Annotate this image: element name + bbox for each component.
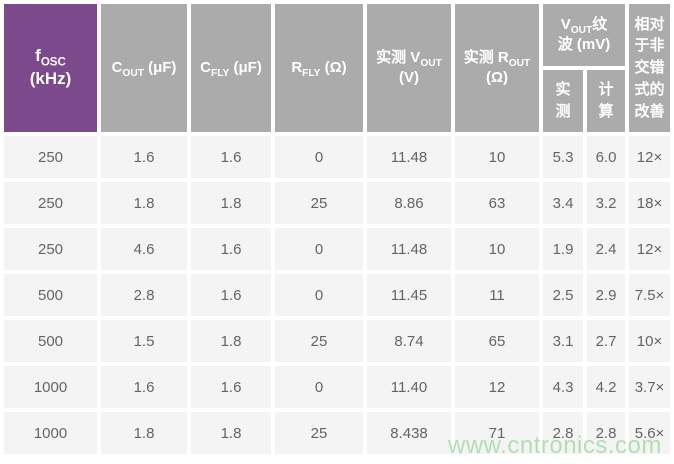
cell-rout: 63	[455, 182, 539, 224]
header-row-1: fOSC (kHz) COUT (μF) CFLY (μF) RFLY (Ω) …	[4, 4, 671, 132]
cell-ripple-measured: 1.9	[543, 228, 583, 270]
cell-ripple-measured: 3.4	[543, 182, 583, 224]
cell-cfly: 1.8	[191, 412, 271, 454]
cell-fosc: 1000	[4, 366, 97, 408]
cell-cout: 1.8	[101, 412, 187, 454]
cell-rout: 10	[455, 136, 539, 178]
cell-fosc: 500	[4, 320, 97, 362]
cell-cfly: 1.6	[191, 274, 271, 316]
fosc-label: fOSC	[35, 46, 66, 69]
header-cell-rout-measured: 实测 ROUT (Ω)	[455, 4, 539, 132]
table-row: 250 4.6 1.6 0 11.48 10 1.9 2.4 12×	[4, 228, 671, 270]
header-cell-improvement: 相对于非交错式的改善	[629, 4, 671, 132]
cell-cfly: 1.8	[191, 182, 271, 224]
header-cell-ripple-measured: 实测	[543, 70, 583, 132]
cell-cfly: 1.6	[191, 228, 271, 270]
cell-rfly: 25	[275, 320, 363, 362]
cell-improvement: 10×	[629, 320, 671, 362]
cell-fosc: 250	[4, 182, 97, 224]
cell-ripple-calculated: 2.7	[587, 320, 626, 362]
table-row: 1000 1.8 1.8 25 8.438 71 2.8 2.8 5.6×	[4, 412, 671, 454]
cell-cfly: 1.6	[191, 366, 271, 408]
cell-rfly: 25	[275, 182, 363, 224]
cell-cout: 1.8	[101, 182, 187, 224]
cell-improvement: 7.5×	[629, 274, 671, 316]
cell-ripple-measured: 4.3	[543, 366, 583, 408]
header-cell-cfly: CFLY (μF)	[191, 4, 271, 132]
cell-ripple-measured: 5.3	[543, 136, 583, 178]
cell-improvement: 3.7×	[629, 366, 671, 408]
cell-vout: 8.86	[367, 182, 451, 224]
cell-cfly: 1.8	[191, 320, 271, 362]
table-row: 500 1.5 1.8 25 8.74 65 3.1 2.7 10×	[4, 320, 671, 362]
cell-vout: 8.438	[367, 412, 451, 454]
header-row-2: 实测 计算	[4, 70, 670, 132]
cell-ripple-calculated: 3.2	[587, 182, 626, 224]
table-row: 500 2.8 1.6 0 11.45 11 2.5 2.9 7.5×	[4, 274, 671, 316]
table-row: 250 1.6 1.6 0 11.48 10 5.3 6.0 12×	[4, 136, 671, 178]
cell-vout: 11.45	[367, 274, 451, 316]
table-body: 250 1.6 1.6 0 11.48 10 5.3 6.0 12× 250 1…	[4, 136, 671, 454]
cell-ripple-measured: 3.1	[543, 320, 583, 362]
cell-fosc: 250	[4, 228, 97, 270]
table-row: 250 1.8 1.8 25 8.86 63 3.4 3.2 18×	[4, 182, 671, 224]
cell-vout: 11.48	[367, 228, 451, 270]
cell-rfly: 0	[275, 228, 363, 270]
cell-fosc: 250	[4, 136, 97, 178]
header-cell-cout: COUT (μF)	[101, 4, 187, 132]
header-cell-fosc: fOSC (kHz)	[4, 4, 97, 132]
cell-ripple-calculated: 6.0	[587, 136, 626, 178]
table-header: fOSC (kHz) COUT (μF) CFLY (μF) RFLY (Ω) …	[4, 4, 671, 132]
header-cell-rfly: RFLY (Ω)	[275, 4, 363, 132]
cell-cout: 1.5	[101, 320, 187, 362]
cell-rfly: 0	[275, 366, 363, 408]
cell-rout: 12	[455, 366, 539, 408]
table-row: 1000 1.6 1.6 0 11.40 12 4.3 4.2 3.7×	[4, 366, 671, 408]
header-cell-vout-measured: 实测 VOUT (V)	[367, 4, 451, 132]
cell-cfly: 1.6	[191, 136, 271, 178]
cell-rout: 71	[455, 412, 539, 454]
cell-rout: 65	[455, 320, 539, 362]
cell-fosc: 1000	[4, 412, 97, 454]
cell-ripple-calculated: 4.2	[587, 366, 626, 408]
cell-ripple-calculated: 2.4	[587, 228, 626, 270]
cell-rfly: 0	[275, 274, 363, 316]
cell-improvement: 18×	[629, 182, 671, 224]
header-cell-ripple-calculated: 计算	[587, 70, 626, 132]
cell-vout: 8.74	[367, 320, 451, 362]
cell-vout: 11.40	[367, 366, 451, 408]
cell-ripple-measured: 2.5	[543, 274, 583, 316]
site-watermark: www.cntronics.com	[448, 432, 662, 459]
cell-ripple-measured: 2.8	[543, 412, 583, 454]
cell-ripple-calculated: 2.9	[587, 274, 626, 316]
cell-improvement: 5.6×	[629, 412, 671, 454]
cell-cout: 1.6	[101, 136, 187, 178]
cell-cout: 1.6	[101, 366, 187, 408]
header-cell-vout-ripple: VOUT纹 波 (mV)	[543, 4, 626, 66]
cell-fosc: 500	[4, 274, 97, 316]
cell-rout: 11	[455, 274, 539, 316]
cell-ripple-calculated: 2.8	[587, 412, 626, 454]
cell-rfly: 25	[275, 412, 363, 454]
cell-improvement: 12×	[629, 136, 671, 178]
cell-rfly: 0	[275, 136, 363, 178]
cell-rout: 10	[455, 228, 539, 270]
cell-cout: 4.6	[101, 228, 187, 270]
cell-cout: 2.8	[101, 274, 187, 316]
cell-vout: 11.48	[367, 136, 451, 178]
cell-improvement: 12×	[629, 228, 671, 270]
fosc-unit: (kHz)	[29, 69, 72, 88]
